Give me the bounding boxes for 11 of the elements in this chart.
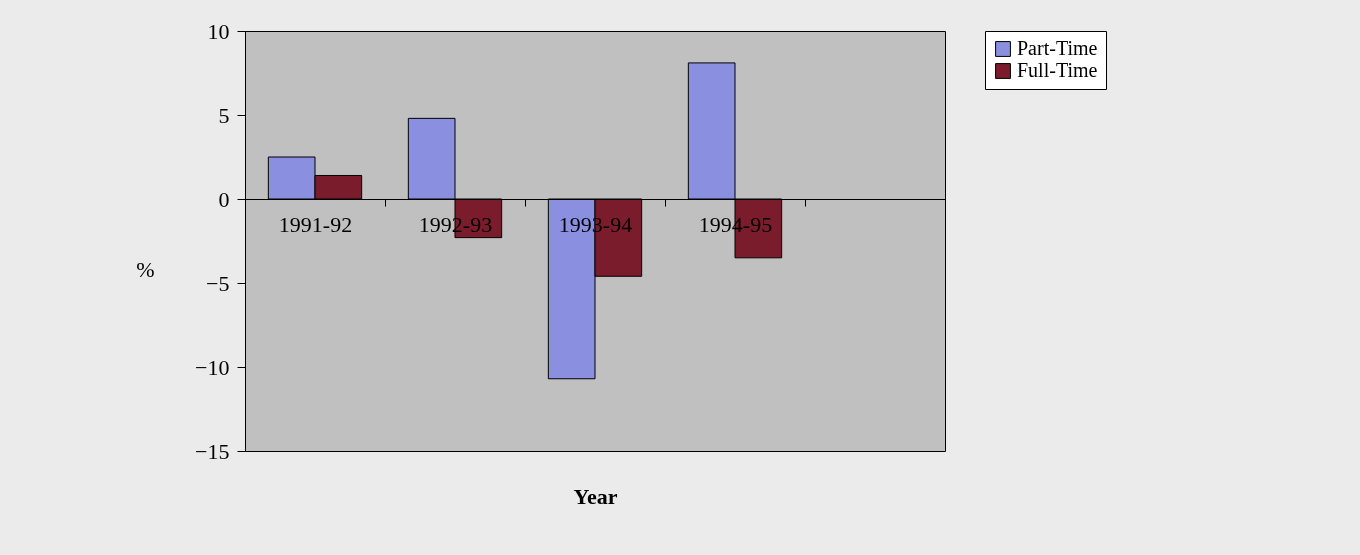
y-tick-label: 10	[207, 18, 230, 44]
y-tick-label: 5	[218, 102, 230, 128]
y-tick-label: −15	[195, 438, 230, 464]
y-tick-label: −5	[206, 270, 230, 296]
y-tick-label: −10	[195, 354, 230, 380]
x-tick-label: 1991-92	[278, 211, 353, 237]
legend-label: Part-Time	[1017, 37, 1098, 59]
x-axis-title: Year	[573, 483, 618, 509]
y-axis-title: %	[136, 256, 155, 282]
y-tick-label: 0	[218, 186, 230, 212]
legend-label: Full-Time	[1017, 59, 1098, 81]
